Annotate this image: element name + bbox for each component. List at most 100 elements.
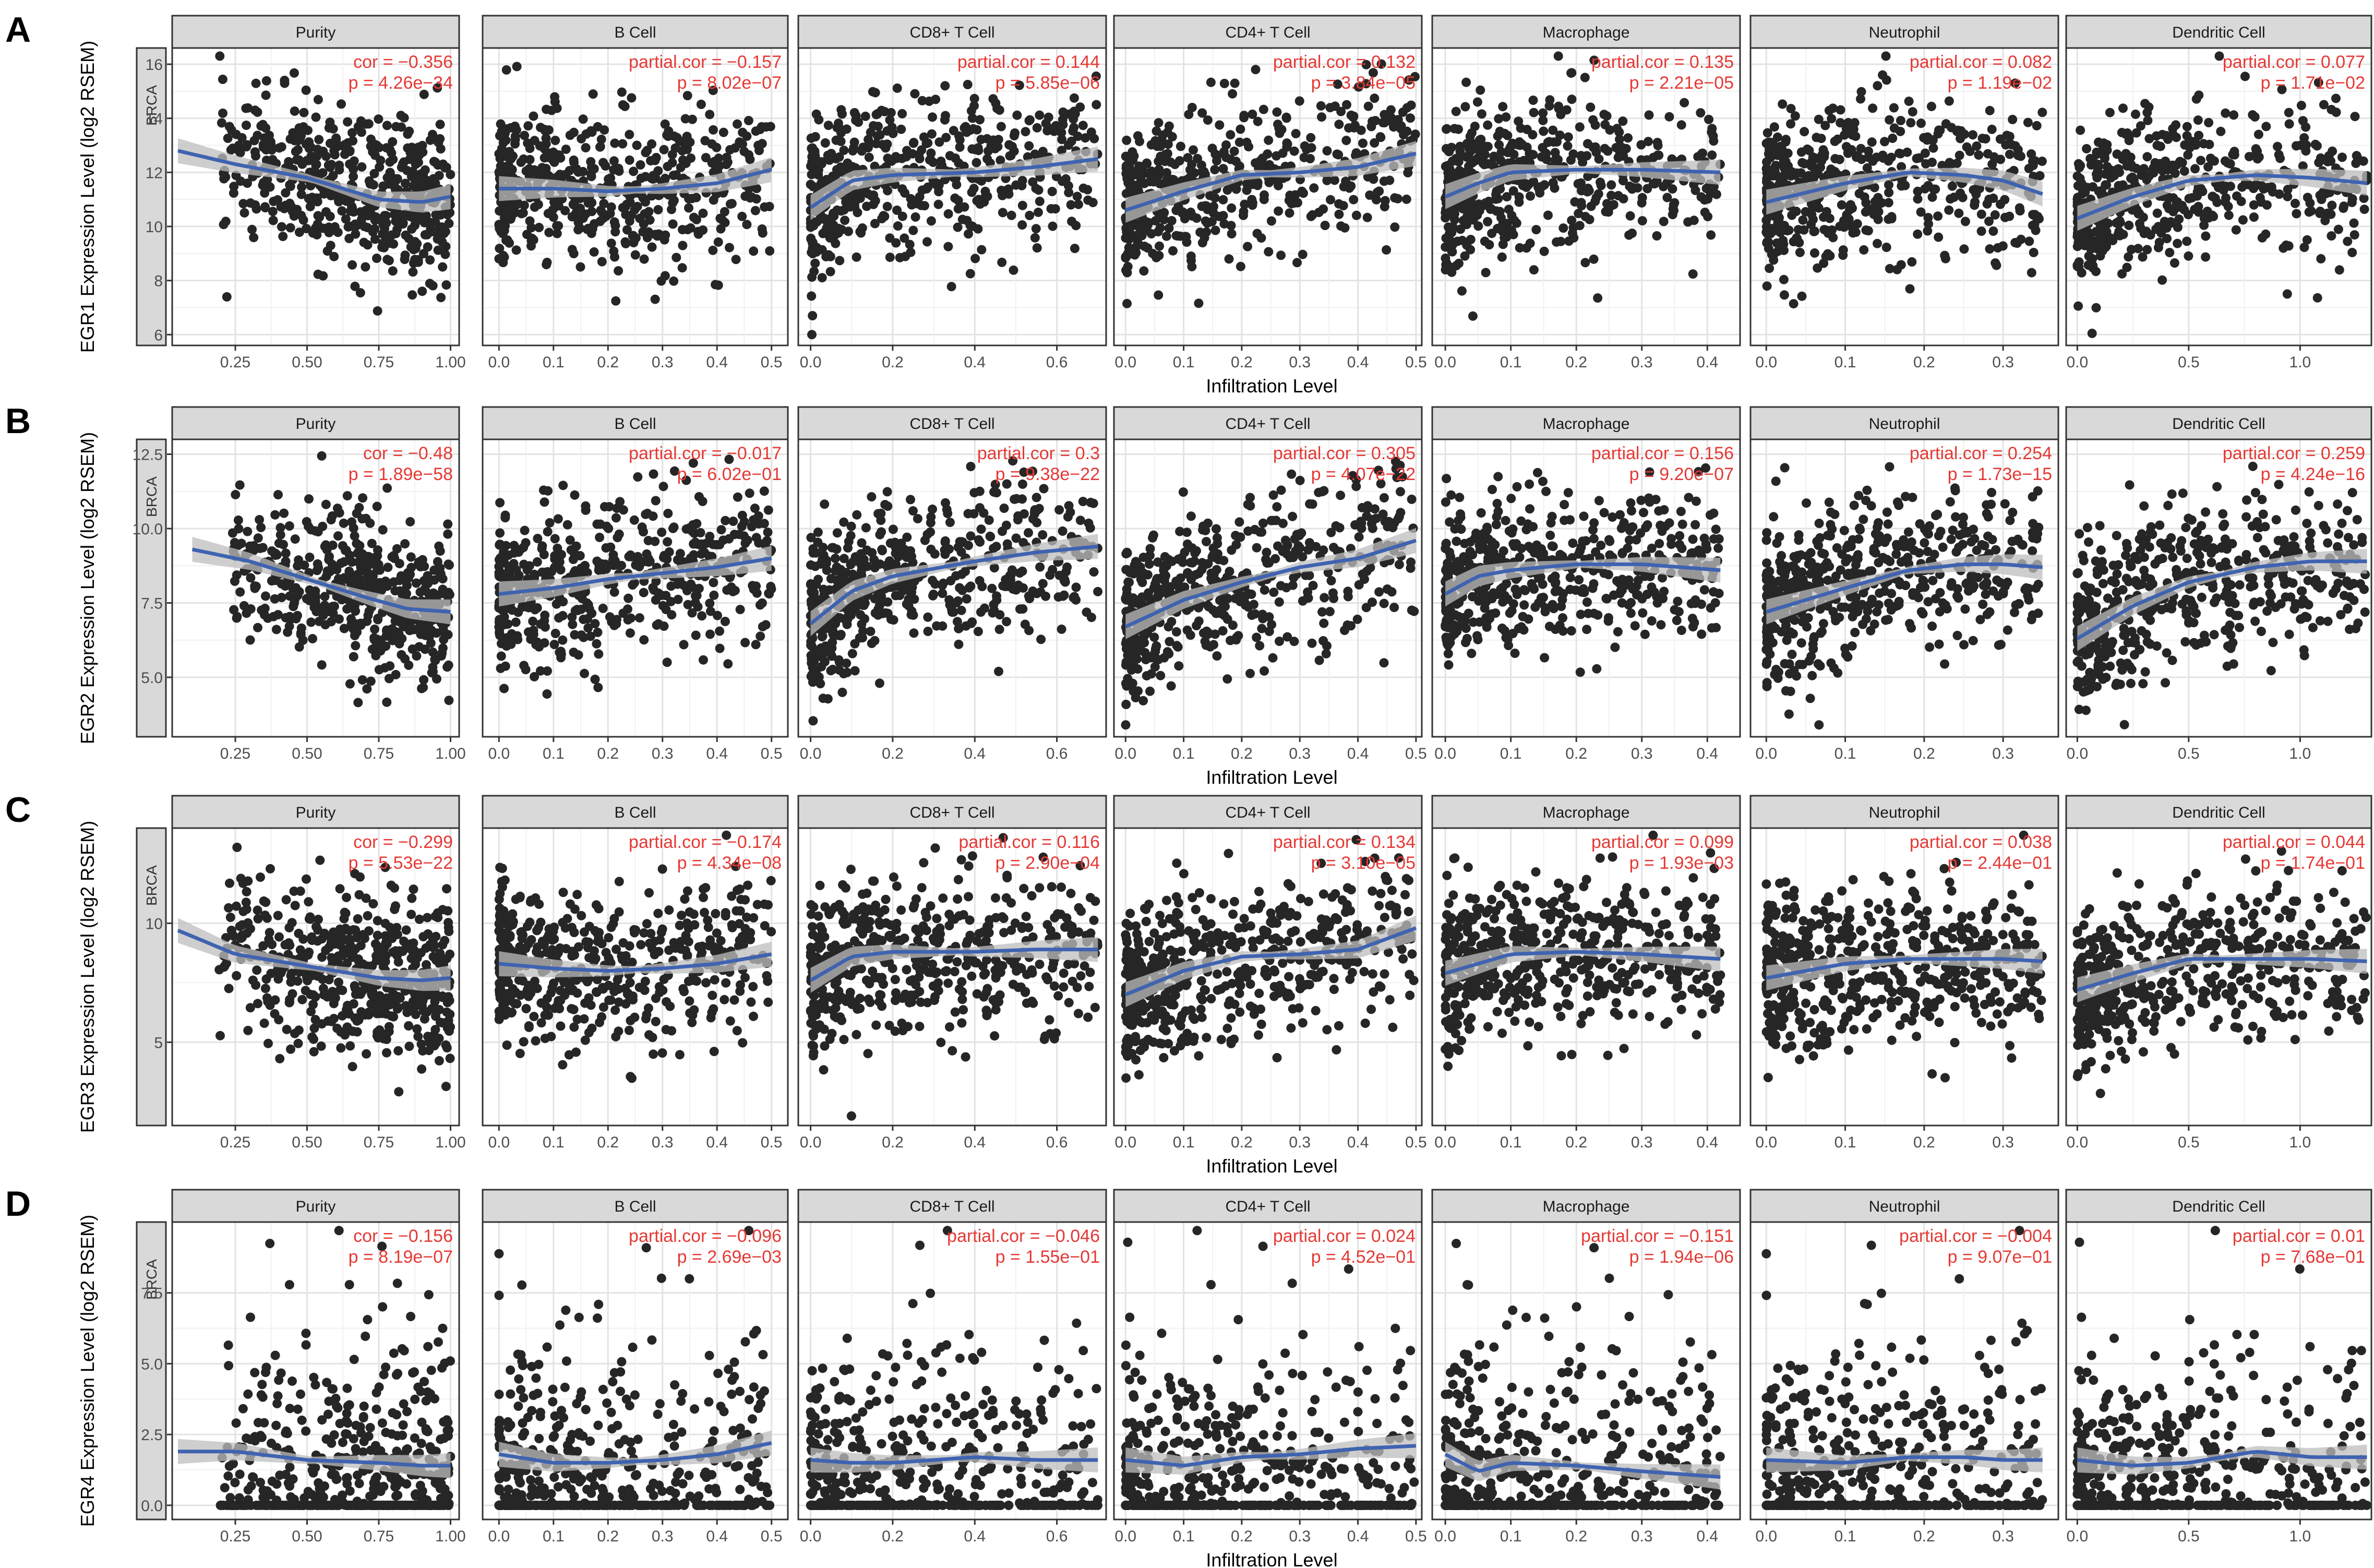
data-point [425,279,435,289]
data-point [1069,123,1079,133]
data-point [1895,148,1904,158]
data-point [2301,140,2311,150]
p-value-label: p = 4.26e−34 [349,73,453,93]
data-point [1567,68,1577,78]
data-point [883,153,893,163]
data-point [1590,120,1600,130]
data-point [2102,140,2112,150]
data-point [2149,168,2159,178]
data-point [725,243,734,253]
data-point [1538,142,1548,152]
data-point [354,502,364,512]
data-point [1816,162,1825,172]
data-point [1615,135,1624,145]
data-point [1466,245,1476,255]
data-point [2331,93,2341,103]
data-point [523,121,533,131]
data-point [328,602,338,612]
data-point [1049,126,1059,136]
data-point [1529,265,1539,275]
data-point [986,141,996,151]
data-point [2031,225,2041,235]
data-point [1618,194,1628,204]
data-point [2010,141,2020,151]
data-point [2155,159,2165,169]
data-point [614,529,624,539]
data-point [1553,51,1563,61]
data-point [844,226,853,236]
data-point [1984,217,1994,226]
data-point [255,514,265,524]
data-point [1794,238,1804,247]
data-point [440,163,450,173]
data-point [820,138,830,148]
data-point [629,166,639,176]
data-point [2135,209,2144,218]
data-point [637,522,647,532]
data-point [366,134,376,144]
data-point [1251,65,1261,75]
data-point [723,659,733,669]
data-point [806,234,816,244]
data-point [988,94,998,104]
data-point [2024,236,2034,246]
data-point [337,99,346,109]
data-point [349,652,358,662]
data-point [2173,238,2183,248]
data-point [1035,196,1045,206]
data-point [975,199,985,209]
data-point [391,635,401,644]
data-point [512,62,522,71]
x-tick-label: 0.1 [1500,354,1522,371]
data-point [251,581,261,591]
data-point [2229,147,2239,157]
data-point [558,481,568,490]
data-point [350,281,360,291]
data-point [1991,258,2000,268]
data-point [1231,157,1241,166]
data-point [1867,137,1877,147]
data-point [390,586,400,596]
data-point [1472,97,1482,107]
data-point [542,257,552,267]
data-point [501,135,511,145]
data-point [417,684,427,693]
data-point [1399,130,1409,140]
data-point [265,130,274,140]
data-point [1848,228,1858,238]
data-point [869,190,879,200]
data-point [1808,203,1818,213]
data-point [620,101,630,111]
data-point [2137,170,2147,180]
data-point [1881,51,1891,61]
data-point [2124,220,2134,230]
data-point [519,661,529,671]
data-point [2157,275,2167,285]
data-point [2316,153,2325,163]
data-point [446,170,455,179]
facet-title: Purity [296,24,336,41]
data-point [1089,134,1099,143]
data-point [1843,148,1853,158]
data-point [1057,135,1067,145]
data-point [374,665,384,675]
data-point [590,674,600,684]
data-point [2151,224,2161,234]
data-point [914,150,924,160]
data-point [1229,146,1239,156]
data-point [1800,159,1809,169]
data-point [2173,222,2183,232]
data-point [651,496,661,506]
data-point [328,171,338,181]
data-point [245,635,255,645]
data-point [1306,143,1316,153]
data-point [654,619,663,629]
x-tick-label: 0.0 [800,354,822,371]
data-point [604,523,614,533]
data-point [1913,186,1923,196]
data-point [2225,159,2235,169]
data-point [404,660,414,670]
data-point [403,573,413,583]
data-point [578,114,588,124]
